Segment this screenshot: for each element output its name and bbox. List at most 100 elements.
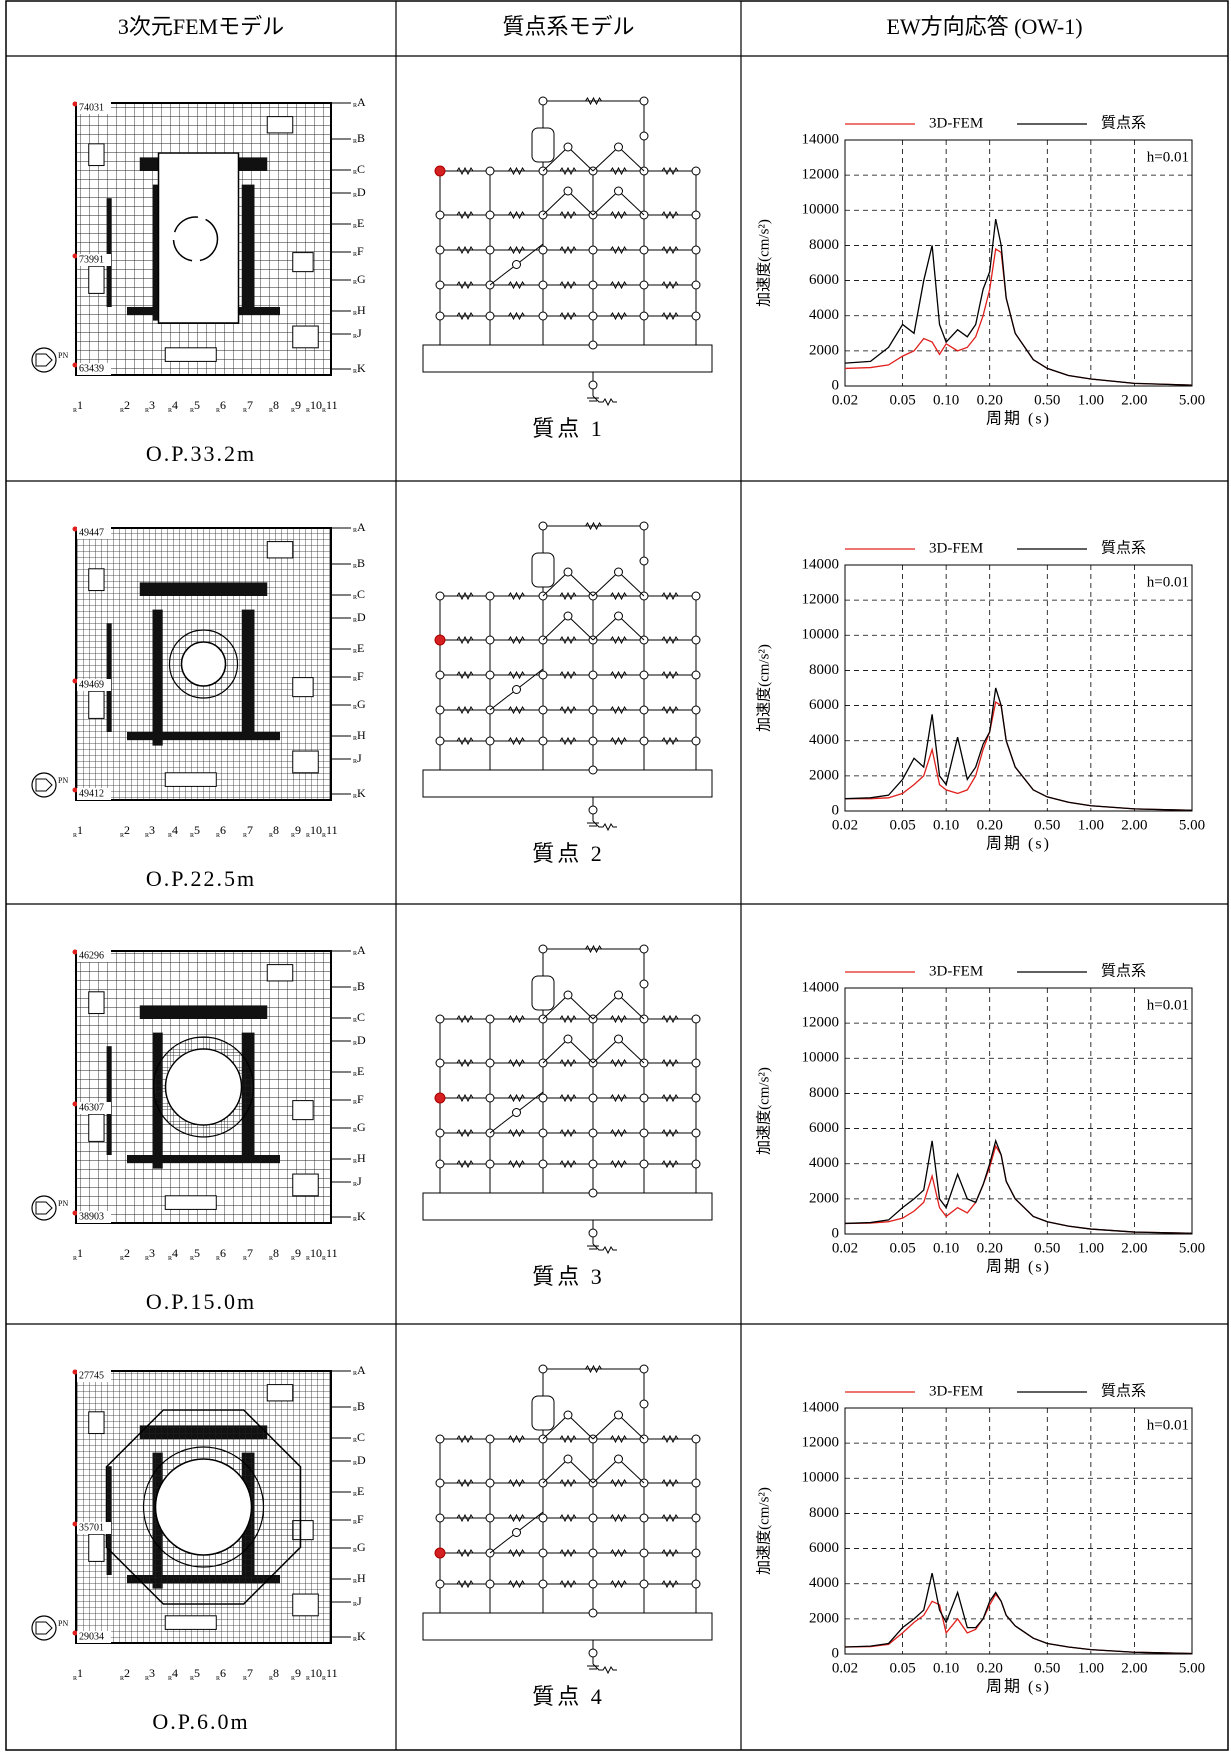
node	[691, 1513, 701, 1523]
spring	[508, 1014, 525, 1024]
node	[538, 1364, 548, 1374]
grid-prefix: R	[269, 408, 273, 414]
grid-prefix: R	[168, 1676, 172, 1682]
spring	[610, 635, 627, 645]
spring	[661, 705, 679, 715]
fem-opening	[266, 1384, 294, 1402]
x-tick-label: 0.10	[933, 1240, 959, 1256]
spring	[456, 736, 474, 746]
grid-label: C	[357, 162, 365, 176]
node	[588, 736, 598, 746]
grid-prefix: R	[190, 1676, 194, 1682]
node	[691, 736, 701, 746]
mass-point-marker	[434, 634, 446, 646]
node	[538, 705, 548, 715]
grid-label: 5	[194, 1666, 200, 1680]
x-tick-label: 0.02	[832, 1660, 858, 1676]
spring	[508, 1478, 525, 1488]
grid-axis-label: RH	[353, 728, 366, 743]
y-tick-label: 10000	[802, 1470, 840, 1486]
node	[639, 311, 649, 321]
series-line	[844, 1573, 1193, 1655]
x-axis-label: 周期 (s)	[986, 410, 1051, 428]
ground	[587, 1245, 599, 1250]
grid-axis-label: R10	[306, 1666, 322, 1683]
x-tick-label: 0.02	[832, 1240, 858, 1256]
grid-label: 7	[247, 1246, 253, 1260]
column-header: 3次元FEMモデル	[118, 14, 284, 39]
grid-prefix: R	[353, 1520, 357, 1526]
grid-axis-label: R7	[243, 398, 253, 415]
member	[542, 994, 569, 1020]
grid-label: B	[357, 556, 365, 570]
grid-label: H	[357, 1151, 366, 1165]
grid-prefix: R	[353, 677, 357, 683]
grid-label: B	[357, 979, 365, 993]
grid-label: 11	[326, 1666, 338, 1680]
node-id: 73991	[79, 254, 104, 265]
legend-label: 質点系	[1101, 961, 1146, 979]
legend-label: 3D-FEM	[929, 963, 983, 979]
grid-label: F	[357, 1092, 364, 1106]
node	[485, 1478, 495, 1488]
spring	[508, 166, 525, 176]
node	[691, 210, 701, 220]
x-tick-label: 0.50	[1034, 817, 1060, 833]
grid-prefix: R	[353, 252, 357, 258]
grid-axis-label: R6	[216, 1246, 226, 1263]
grid-label: K	[357, 1209, 366, 1223]
node	[588, 1188, 598, 1198]
spring	[456, 670, 474, 680]
node-id-box	[77, 950, 111, 962]
fem-pool	[157, 152, 240, 324]
grid-prefix: R	[73, 408, 77, 414]
spring	[610, 210, 627, 220]
x-axis-label: 周期 (s)	[986, 1258, 1051, 1276]
grid-axis-label: R1	[73, 398, 83, 415]
x-tick-label: 0.05	[889, 392, 915, 408]
node-id-box	[77, 788, 111, 800]
member	[542, 1038, 569, 1064]
fem-opening	[164, 1195, 217, 1210]
spring	[559, 736, 577, 746]
y-axis-label: 加速度(cm/s²)	[755, 219, 772, 307]
node-id: 35701	[79, 1522, 104, 1533]
grid-prefix: R	[353, 369, 357, 375]
grid-prefix: R	[120, 1676, 124, 1682]
spring	[456, 245, 474, 255]
y-tick-label: 2000	[809, 1190, 839, 1206]
node-id: 29034	[79, 1631, 104, 1642]
grid-label: 6	[220, 823, 226, 837]
x-tick-label: 0.05	[889, 1240, 915, 1256]
node	[691, 1159, 701, 1169]
grid-label: G	[357, 272, 366, 286]
fem-wall	[127, 1155, 280, 1164]
node-marker	[72, 678, 78, 684]
grid-axis-label: RJ	[353, 1594, 362, 1609]
grid-label: 9	[295, 823, 301, 837]
node	[485, 245, 495, 255]
grid-axis-label: R7	[243, 1246, 253, 1263]
grid-label: 1	[77, 823, 83, 837]
grid-prefix: R	[353, 1438, 357, 1444]
y-tick-label: 12000	[802, 167, 840, 183]
grid-axis-label: RK	[353, 361, 366, 376]
grid-axis-label: RA	[353, 95, 366, 110]
grid-label: A	[357, 943, 366, 957]
node	[639, 245, 649, 255]
grid-axis-label: RG	[353, 697, 366, 712]
grid-axis-label: RA	[353, 943, 366, 958]
node	[588, 765, 598, 775]
rotating-element	[531, 552, 555, 588]
member	[542, 571, 569, 597]
y-tick-label: 6000	[809, 1540, 839, 1556]
x-tick-label: 0.10	[933, 817, 959, 833]
spring	[559, 1058, 577, 1068]
grid-prefix: R	[190, 833, 194, 839]
fem-wall	[241, 184, 255, 307]
grid-axis-label: RK	[353, 1629, 366, 1644]
spring	[585, 96, 602, 106]
member	[618, 146, 645, 172]
node	[691, 670, 701, 680]
node	[538, 96, 548, 106]
